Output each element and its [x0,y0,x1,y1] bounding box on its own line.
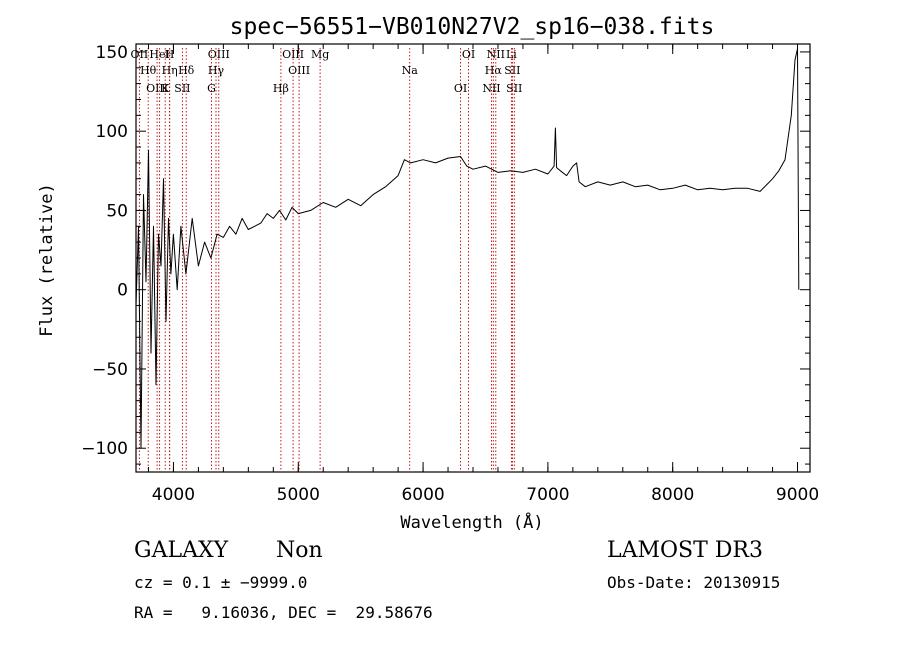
y-axis-label: Flux (relative) [37,183,57,337]
object-subclass: Non [276,538,323,563]
line-label: NII [487,48,505,61]
y-tick-label: 0 [117,281,128,301]
axes: 4000 5000 6000 7000 8000 9000 −100 −50 0 50 100 150 [81,43,819,505]
line-label: SII [504,64,520,77]
coordinates: RA = 9.16036, DEC = 29.58676 [134,603,433,622]
series-line [135,48,800,449]
x-tick-label: 6000 [401,485,444,505]
line-label: OII [131,48,149,61]
series-layer [135,48,800,449]
line-markers: OIIHθOIIIHeIHηKHHδSIIOIIIHγGOIIIOIIIHβMg… [131,48,522,472]
line-label: G [207,82,216,95]
plot-frame [135,43,811,473]
line-label: Na [402,64,419,77]
y-tick-label: 100 [96,122,128,142]
line-label: H [165,48,175,61]
line-label: Hγ [208,64,225,77]
line-label: OIII [208,48,230,61]
line-label: OI [462,48,475,61]
line-label: Hβ [273,82,289,95]
line-label: SII [174,82,190,95]
survey-name: LAMOST DR3 [607,538,763,563]
line-label: OIII [146,82,168,95]
line-label: Hθ [140,64,157,77]
x-tick-label: 8000 [651,485,694,505]
x-axis-label: Wavelength (Å) [400,511,543,533]
y-tick-label: 50 [106,201,128,221]
line-label: Hα [485,64,503,77]
x-tick-label: 9000 [776,485,819,505]
object-class: GALAXY [134,538,229,563]
line-label: OIII [282,48,304,61]
x-tick-label: 5000 [277,485,320,505]
line-label: HeI [149,48,169,61]
x-tick-label: 4000 [152,485,195,505]
line-label: NII [482,82,500,95]
line-label: OI [454,82,467,95]
chart-title: spec−56551−VB010N27V2_sp16−038.fits [230,14,715,40]
redshift-line: cz = 0.1 ± −9999.0 [134,573,308,592]
line-label: Mg [311,48,329,61]
y-tick-label: 150 [96,43,128,63]
y-tick-label: −100 [81,439,128,459]
line-label: Hδ [178,64,195,77]
line-label: K [161,82,170,95]
obs-date: Obs-Date: 20130915 [607,573,781,592]
line-label: SII [506,82,522,95]
x-tick-label: 7000 [526,485,569,505]
y-tick-label: −50 [92,360,128,380]
line-label: Li [506,48,517,61]
line-label: OIII [288,64,310,77]
